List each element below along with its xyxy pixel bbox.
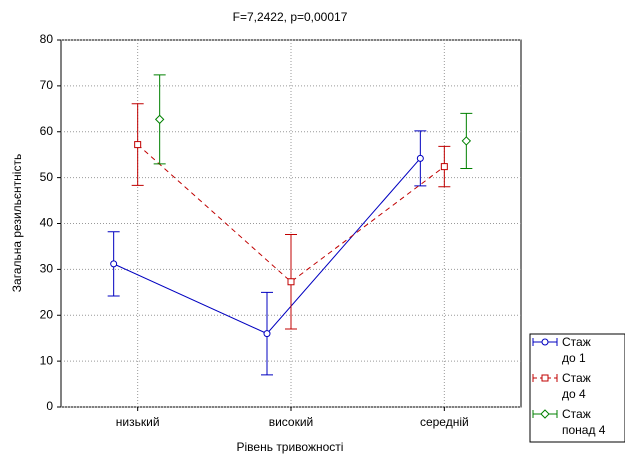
x-tick-label: середній xyxy=(420,415,469,429)
legend-label: Стаж до 1 xyxy=(562,335,591,365)
y-tick-label: 70 xyxy=(40,78,54,92)
y-tick-label: 50 xyxy=(40,170,54,184)
x-axis-label: Рівень тривожності xyxy=(237,440,344,454)
y-tick-label: 40 xyxy=(40,216,54,230)
marker xyxy=(154,114,165,125)
legend-bar xyxy=(532,374,558,382)
y-tick-label: 0 xyxy=(46,399,53,413)
x-tick-label: низький xyxy=(116,415,160,429)
legend-bar xyxy=(532,338,558,346)
marker xyxy=(263,330,271,338)
marker xyxy=(416,154,424,162)
marker xyxy=(110,260,118,268)
y-tick-label: 60 xyxy=(40,124,54,138)
y-tick-label: 30 xyxy=(40,262,54,276)
y-tick-label: 20 xyxy=(40,307,54,321)
y-tick-label: 80 xyxy=(40,32,54,46)
legend-box xyxy=(529,333,625,443)
marker xyxy=(461,136,472,146)
marker xyxy=(440,163,448,171)
marker xyxy=(134,141,142,149)
legend-label: Стаж понад 4 xyxy=(562,407,606,437)
y-axis-label: Загальна резильєнтність xyxy=(10,154,24,292)
marker xyxy=(287,278,295,286)
x-tick-label: високий xyxy=(269,415,314,429)
marker xyxy=(541,338,549,346)
y-tick-label: 10 xyxy=(40,353,54,367)
legend-label: Стаж до 4 xyxy=(562,371,591,401)
series-line xyxy=(137,144,445,283)
marker xyxy=(540,409,550,419)
marker xyxy=(541,374,549,382)
chart-title: F=7,2422, p=0,00017 xyxy=(233,10,348,24)
legend-bar xyxy=(532,410,558,418)
